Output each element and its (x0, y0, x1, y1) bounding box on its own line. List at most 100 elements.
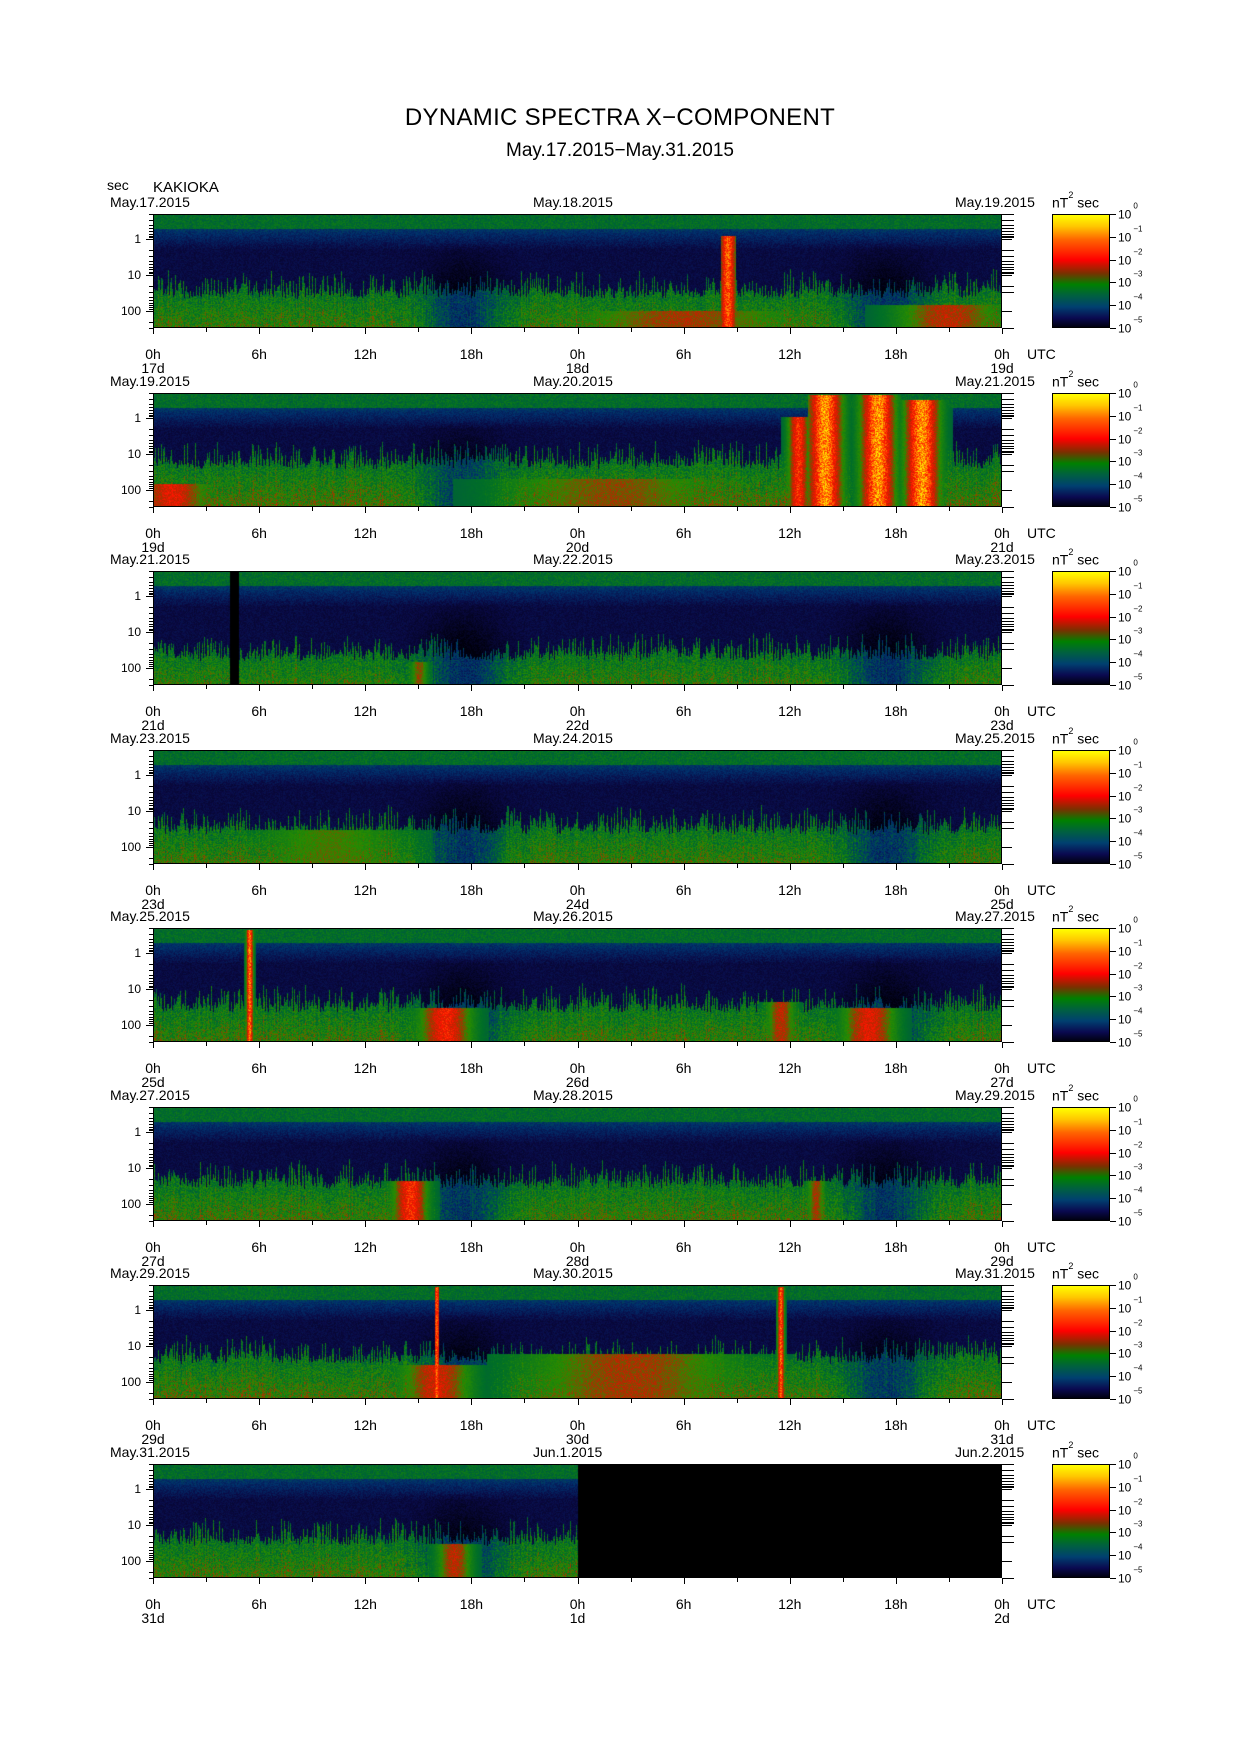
x-tick (524, 1578, 526, 1582)
colorbar-tick-base: 10 (1118, 834, 1132, 849)
colorbar-tick-label: 100 (1118, 202, 1138, 222)
right-axis-tick (1002, 439, 1014, 441)
right-axis (1002, 1107, 1022, 1222)
colorbar-tick (1110, 461, 1116, 463)
y-minor-tick (149, 934, 153, 936)
right-axis-tick (1002, 1308, 1014, 1310)
x-tick-label: 0h (145, 882, 161, 898)
y-minor-tick (149, 1519, 153, 1521)
y-minor-tick (149, 857, 153, 859)
spectra-panel: May.27.2015 May.28.2015 May.29.2015 nT2 sec… (0, 1083, 1240, 1269)
y-tick-label: 10 (127, 267, 141, 282)
x-tick-label: 12h (353, 346, 377, 362)
x-tick (206, 1042, 208, 1046)
y-minor-tick (149, 220, 153, 222)
colorbar-tick-label: 10−5 (1118, 673, 1142, 693)
colorbar-tick (1110, 1353, 1116, 1355)
y-minor-tick (149, 1550, 153, 1552)
x-tick (418, 1221, 420, 1225)
x-tick-label: 0h (994, 1060, 1010, 1076)
colorbar-tick-base: 10 (1118, 989, 1132, 1004)
x-tick (842, 507, 844, 511)
colorbar-tick-label: 10−3 (1118, 1163, 1142, 1183)
x-day-label: 24d (565, 896, 590, 912)
colorbar-unit-label: nT2 sec (1052, 726, 1099, 747)
colorbar-tick-exponent: 0 (1133, 201, 1138, 211)
y-minor-tick (149, 228, 153, 230)
right-axis-tick (1002, 403, 1014, 405)
right-axis-tick (1002, 581, 1014, 583)
y-minor-tick (149, 750, 153, 751)
right-axis-tick (1002, 1487, 1014, 1489)
colorbar-tick-base: 10 (1118, 207, 1132, 222)
y-minor-tick (149, 836, 153, 838)
y-minor-tick (149, 1367, 153, 1369)
colorbar-tick (1110, 282, 1116, 284)
right-axis-tick (1002, 974, 1014, 976)
right-axis-tick (1002, 938, 1014, 940)
y-minor-tick (149, 267, 153, 269)
x-tick-label: 6h (675, 525, 692, 541)
y-minor-tick (149, 488, 153, 490)
x-tick-label: 18h (459, 703, 484, 719)
y-minor-tick (149, 264, 153, 266)
colorbar-tick-base: 10 (1118, 1100, 1132, 1115)
y-minor-tick (149, 1128, 153, 1130)
right-axis-tick (1002, 953, 1012, 955)
x-day-label: 28d (565, 1253, 590, 1269)
y-minor-tick (149, 1499, 153, 1501)
right-axis-tick (1002, 233, 1014, 235)
y-tick (146, 775, 153, 777)
colorbar-tick-base: 10 (1118, 766, 1132, 781)
colorbar-tick-exponent: −1 (1133, 581, 1143, 591)
right-axis-tick (1002, 821, 1014, 823)
x-tick-label: 18h (459, 346, 484, 362)
colorbar-tick-exponent: −1 (1133, 1474, 1143, 1484)
y-minor-tick (149, 981, 153, 983)
colorbar-tick (1110, 393, 1116, 394)
y-minor-tick (149, 237, 153, 239)
y-axis: 1 10 100 (100, 928, 153, 1043)
right-axis-tick (1002, 271, 1014, 273)
y-minor-tick (149, 785, 153, 787)
x-tick-label: 18h (884, 525, 908, 541)
colorbar-tick-base: 10 (1118, 321, 1132, 336)
right-axis-tick (1002, 771, 1014, 773)
spectrogram-heatmap (154, 572, 1001, 684)
colorbar-tick-label: 10−1 (1118, 224, 1142, 244)
right-axis-tick (1002, 756, 1014, 758)
x-tick-label: 0h (994, 1417, 1010, 1433)
x-tick (1002, 1221, 1003, 1227)
colorbar-unit-suffix: sec (1077, 908, 1100, 925)
spectrogram-plot (153, 571, 1002, 685)
right-axis (1002, 393, 1022, 508)
y-minor-tick (149, 628, 153, 630)
colorbar-tick-base: 10 (1118, 1191, 1132, 1206)
right-axis-tick (1002, 1304, 1014, 1306)
y-tick-label: 1 (134, 589, 141, 604)
y-minor-tick (149, 938, 153, 940)
right-axis-tick (1002, 269, 1014, 271)
x-tick-label: 6h (675, 882, 692, 898)
y-minor-tick (149, 662, 153, 664)
y-minor-tick (149, 642, 153, 644)
x-tick-label: 0h (569, 1239, 586, 1255)
colorbar-tick (1110, 1175, 1116, 1177)
colorbar-tick (1110, 996, 1116, 998)
x-tick-label: 6h (675, 1239, 692, 1255)
panel-date-label: May.30.2015 (533, 1265, 613, 1281)
x-tick (895, 685, 897, 691)
colorbar (1052, 214, 1110, 328)
spectra-panel: May.29.2015 May.30.2015 May.31.2015 nT2 sec… (0, 1261, 1240, 1447)
colorbar-tick-label: 10−2 (1118, 1497, 1142, 1517)
x-tick-label: 18h (884, 1239, 908, 1255)
right-axis-tick (1002, 260, 1014, 262)
right-axis-tick (1002, 571, 1014, 572)
y-minor-tick (149, 1189, 153, 1191)
y-minor-tick (149, 832, 153, 834)
colorbar-tick (1110, 1042, 1116, 1043)
colorbar-unit-label: nT2 sec (1052, 1083, 1099, 1104)
right-axis-tick (1002, 1167, 1012, 1169)
colorbar-tick-label: 100 (1118, 381, 1138, 401)
y-minor-tick (149, 653, 153, 655)
